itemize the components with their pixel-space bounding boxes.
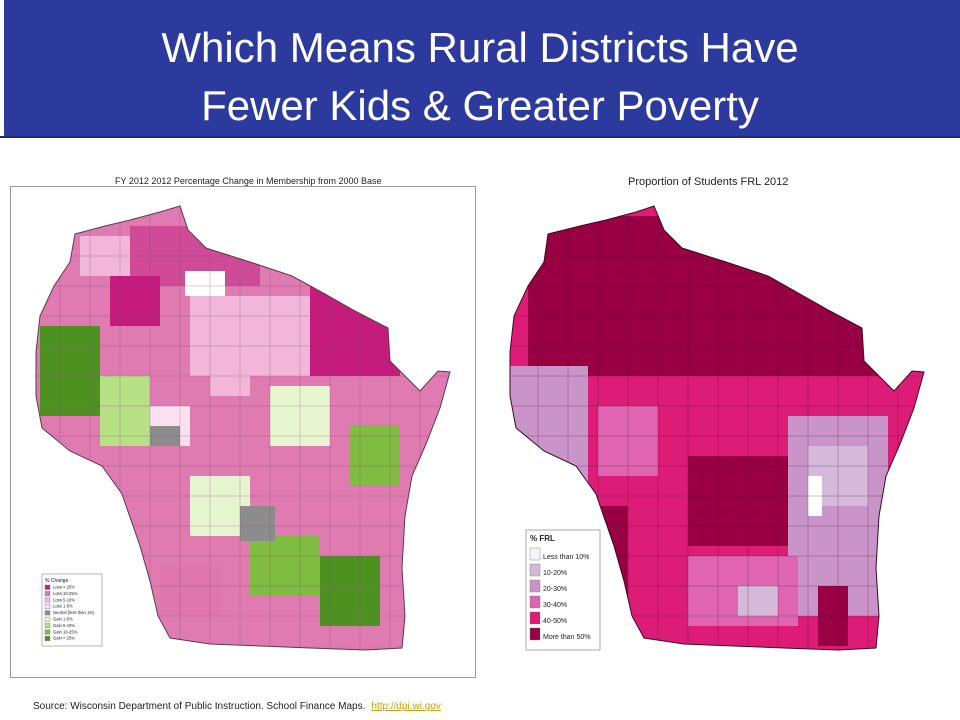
membership-legend-label: Loss 1-5% xyxy=(53,604,73,609)
frl-legend-swatch xyxy=(529,627,541,641)
frl-legend-swatch xyxy=(529,547,541,561)
membership-legend-label: Loss 10-25% xyxy=(53,591,78,596)
membership-legend-swatch xyxy=(44,636,51,641)
membership-legend-swatch xyxy=(44,629,51,635)
slide-title-line-2: Fewer Kids & Greater Poverty xyxy=(201,82,759,129)
source-citation: Source: Wisconsin Department of Public I… xyxy=(33,701,441,712)
source-text: Source: Wisconsin Department of Public I… xyxy=(33,701,366,712)
membership-legend-swatch xyxy=(44,604,51,609)
membership-change-map: % Change Loss > 25%Loss 10-25%Loss 5-10%… xyxy=(10,186,476,678)
membership-legend: % Change Loss > 25%Loss 10-25%Loss 5-10%… xyxy=(41,573,103,647)
frl-legend-label: 30-40% xyxy=(543,602,567,609)
frl-legend-swatch xyxy=(529,595,541,609)
district-fills xyxy=(36,206,450,650)
membership-map-title: FY 2012 2012 Percentage Change in Member… xyxy=(115,176,382,186)
membership-legend-label: Gain 5-10% xyxy=(53,623,75,628)
membership-legend-swatch xyxy=(44,616,51,622)
source-link[interactable]: http://dpi.wi.gov xyxy=(371,701,441,712)
membership-legend-label: Loss > 25% xyxy=(53,585,75,590)
frl-legend-label: More than 50% xyxy=(543,634,590,641)
frl-legend-label: 10-20% xyxy=(543,570,567,577)
frl-map-panel: Proportion of Students FRL 2012 xyxy=(488,176,948,678)
membership-change-map-panel: FY 2012 2012 Percentage Change in Member… xyxy=(10,176,476,678)
membership-legend-swatch xyxy=(44,597,51,603)
membership-legend-label: Neutral (less than 1%) xyxy=(53,610,95,615)
membership-legend-swatch xyxy=(44,584,51,590)
frl-legend-label: 20-30% xyxy=(543,586,567,593)
title-banner: Which Means Rural Districts Have Fewer K… xyxy=(0,0,960,138)
frl-legend-swatch xyxy=(529,579,541,593)
frl-legend: % FRL Less than 10% 10-20% 20-30% 30-40% 40-… xyxy=(525,529,601,651)
slide-title-line-1: Which Means Rural Districts Have xyxy=(161,24,799,71)
membership-legend-swatch xyxy=(44,591,51,597)
frl-proportion-map: % FRL Less than 10% 10-20% 20-30% 30-40% 40-… xyxy=(509,205,925,651)
frl-legend-label: 40-50% xyxy=(543,618,567,625)
frl-legend-title: % FRL xyxy=(530,534,555,543)
frl-legend-label: Less than 10% xyxy=(543,554,589,561)
membership-legend-label: Gain > 25% xyxy=(53,636,75,641)
membership-legend-label: Loss 5-10% xyxy=(53,597,75,602)
membership-legend-title: % Change xyxy=(45,578,69,584)
membership-legend-label: Gain 1-5% xyxy=(53,617,73,622)
membership-legend-label: Gain 10-25% xyxy=(53,629,78,634)
frl-legend-swatch xyxy=(529,611,541,625)
frl-map-title: Proportion of Students FRL 2012 xyxy=(628,176,789,188)
membership-legend-swatch xyxy=(44,610,51,616)
banner-edge xyxy=(0,0,4,136)
membership-legend-swatch xyxy=(44,623,51,629)
frl-legend-swatch xyxy=(529,563,541,577)
